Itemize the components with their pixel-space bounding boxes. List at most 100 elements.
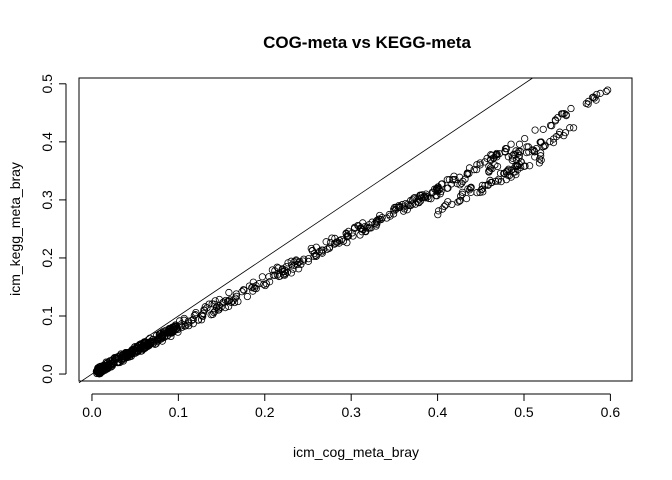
data-point bbox=[180, 314, 188, 323]
data-point bbox=[226, 296, 234, 304]
data-point bbox=[229, 297, 237, 305]
data-point bbox=[395, 202, 403, 210]
data-point bbox=[159, 331, 167, 340]
data-point bbox=[344, 232, 352, 241]
data-points bbox=[92, 86, 612, 378]
data-point bbox=[258, 273, 266, 281]
x-tick-label: 0.0 bbox=[82, 404, 102, 420]
data-point bbox=[375, 216, 384, 224]
data-point bbox=[485, 162, 493, 170]
data-point bbox=[354, 221, 362, 230]
chart-title: COG-meta vs KEGG-meta bbox=[263, 33, 471, 52]
data-point bbox=[556, 128, 564, 136]
data-point bbox=[339, 237, 347, 245]
data-point bbox=[212, 303, 221, 311]
data-point bbox=[560, 109, 568, 118]
data-point bbox=[222, 296, 230, 305]
y-tick-label: 0.3 bbox=[39, 190, 55, 210]
data-point bbox=[508, 156, 516, 164]
data-point bbox=[159, 327, 168, 335]
data-point bbox=[269, 271, 278, 279]
data-point bbox=[514, 149, 522, 157]
data-point bbox=[567, 104, 575, 113]
data-point bbox=[425, 194, 433, 203]
x-tick-label: 0.5 bbox=[514, 404, 534, 420]
data-point bbox=[493, 150, 501, 159]
data-point bbox=[240, 286, 248, 294]
data-point bbox=[483, 154, 491, 162]
data-point bbox=[375, 215, 383, 223]
data-point bbox=[476, 161, 484, 169]
data-point bbox=[449, 176, 457, 184]
data-point bbox=[593, 90, 601, 99]
data-point bbox=[514, 166, 522, 174]
data-point bbox=[486, 176, 494, 185]
data-point bbox=[200, 306, 209, 314]
data-point bbox=[465, 164, 474, 172]
x-axis: 0.0 0.1 0.2 0.3 0.4 0.5 0.6 bbox=[82, 393, 620, 420]
data-point bbox=[604, 86, 612, 94]
data-point bbox=[304, 255, 313, 263]
data-point bbox=[504, 153, 512, 161]
data-point bbox=[332, 238, 341, 246]
data-point bbox=[104, 363, 112, 372]
data-point bbox=[239, 286, 248, 294]
data-point bbox=[444, 184, 452, 192]
data-point bbox=[458, 188, 467, 196]
y-tick-label: 0.2 bbox=[39, 248, 55, 268]
data-point bbox=[562, 111, 570, 119]
data-point bbox=[372, 217, 380, 225]
data-point bbox=[509, 168, 517, 176]
data-point bbox=[484, 181, 492, 189]
data-point bbox=[488, 179, 496, 187]
data-point bbox=[541, 141, 549, 149]
data-point bbox=[451, 176, 459, 184]
y-tick-label: 0.0 bbox=[39, 364, 55, 384]
data-point bbox=[122, 353, 130, 361]
data-point bbox=[243, 292, 251, 301]
data-point bbox=[531, 126, 539, 134]
data-point bbox=[461, 175, 469, 183]
data-point bbox=[507, 140, 515, 148]
data-point bbox=[467, 183, 475, 191]
data-point bbox=[197, 316, 206, 324]
data-point bbox=[150, 339, 158, 347]
data-point bbox=[455, 197, 464, 205]
data-point bbox=[403, 206, 411, 214]
y-axis-label: icm_kegg_meta_bray bbox=[7, 162, 23, 296]
data-point bbox=[433, 192, 441, 200]
data-point bbox=[284, 259, 292, 267]
data-point bbox=[278, 265, 286, 274]
data-point bbox=[190, 311, 198, 320]
data-point bbox=[416, 191, 424, 199]
data-point bbox=[495, 175, 503, 183]
data-point bbox=[168, 323, 176, 332]
y-tick-label: 0.5 bbox=[39, 74, 55, 94]
data-point bbox=[141, 343, 149, 352]
data-point bbox=[400, 205, 409, 213]
data-point bbox=[191, 311, 199, 319]
data-point bbox=[407, 196, 415, 205]
data-point bbox=[582, 99, 590, 108]
x-tick-label: 0.1 bbox=[169, 404, 189, 420]
data-point bbox=[528, 146, 536, 154]
data-point bbox=[596, 89, 604, 97]
data-point bbox=[109, 356, 117, 364]
data-point bbox=[551, 117, 560, 125]
data-point bbox=[531, 153, 539, 161]
data-point bbox=[546, 138, 554, 146]
data-point bbox=[266, 278, 274, 286]
data-point bbox=[462, 195, 471, 203]
data-point bbox=[378, 213, 386, 222]
data-point bbox=[97, 367, 105, 375]
data-point bbox=[434, 207, 443, 215]
data-point bbox=[173, 324, 181, 332]
data-point bbox=[433, 185, 441, 193]
data-point bbox=[458, 190, 466, 198]
data-point bbox=[456, 196, 464, 205]
data-point bbox=[232, 290, 240, 298]
data-point bbox=[219, 298, 228, 306]
data-point bbox=[457, 192, 465, 200]
data-point bbox=[234, 297, 242, 306]
